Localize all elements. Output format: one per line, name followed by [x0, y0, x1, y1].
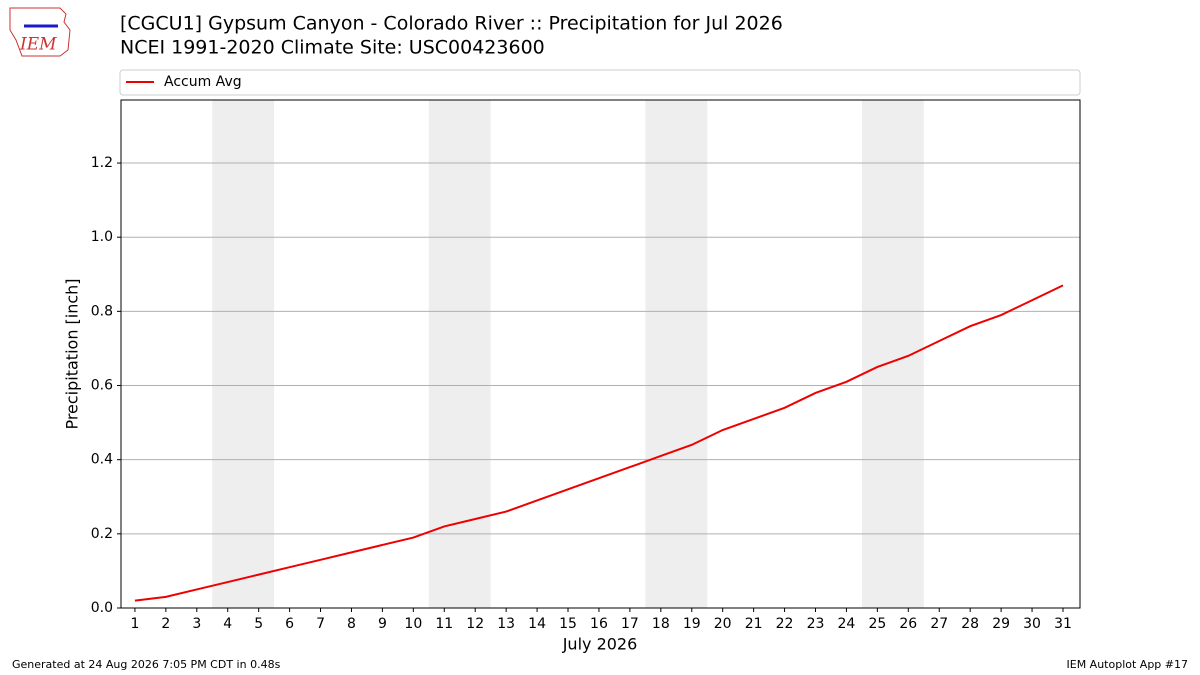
chart-title: [CGCU1] Gypsum Canyon - Colorado River :…	[120, 13, 783, 35]
x-tick-label: 5	[254, 616, 263, 632]
x-tick-label: 23	[807, 616, 825, 632]
data-line	[134, 284, 1064, 602]
footer-left: Generated at 24 Aug 2026 7:05 PM CDT in …	[12, 658, 281, 671]
x-tick-label: 13	[497, 616, 515, 632]
x-tick-label: 15	[559, 616, 577, 632]
x-tick-label: 3	[192, 616, 201, 632]
logo-text: IEM	[19, 35, 57, 55]
weekend-band	[428, 100, 491, 608]
x-tick-label: 29	[992, 616, 1010, 632]
footer-right: IEM Autoplot App #17	[1067, 658, 1189, 671]
x-tick-label: 6	[285, 616, 294, 632]
x-tick-label: 2	[161, 616, 170, 632]
x-tick-label: 14	[528, 616, 546, 632]
x-tick-label: 21	[745, 616, 763, 632]
legend-label: Accum Avg	[164, 74, 242, 90]
chart-subtitle: NCEI 1991-2020 Climate Site: USC00423600	[120, 37, 545, 59]
x-tick-label: 4	[223, 616, 232, 632]
y-tick-label: 1.0	[91, 229, 113, 245]
x-tick-label: 22	[776, 616, 794, 632]
x-tick-label: 10	[404, 616, 422, 632]
x-tick-label: 20	[714, 616, 732, 632]
y-tick-label: 0.6	[91, 378, 113, 394]
y-tick-label: 0.2	[91, 526, 113, 542]
x-tick-label: 18	[652, 616, 670, 632]
weekend-band	[861, 100, 924, 608]
x-tick-label: 7	[316, 616, 325, 632]
y-tick-label: 1.2	[91, 155, 113, 171]
y-tick-label: 0.0	[91, 600, 113, 616]
y-tick-label: 0.4	[91, 452, 113, 468]
x-tick-label: 17	[621, 616, 639, 632]
x-tick-label: 27	[930, 616, 948, 632]
x-axis-label: July 2026	[562, 635, 638, 654]
x-tick-label: 8	[347, 616, 356, 632]
x-tick-label: 30	[1023, 616, 1041, 632]
x-tick-label: 11	[435, 616, 453, 632]
x-tick-label: 24	[838, 616, 856, 632]
y-axis-label: Precipitation [inch]	[63, 278, 82, 429]
x-tick-label: 9	[378, 616, 387, 632]
plot-frame	[120, 99, 1081, 609]
x-tick-label: 12	[466, 616, 484, 632]
x-tick-label: 25	[868, 616, 886, 632]
y-tick-label: 0.8	[91, 303, 113, 319]
weekend-band	[645, 100, 708, 608]
x-tick-label: 19	[683, 616, 701, 632]
logo-outline	[9, 7, 71, 57]
x-tick-label: 16	[590, 616, 608, 632]
x-tick-label: 28	[961, 616, 979, 632]
weekend-band	[212, 100, 275, 608]
legend-box	[119, 69, 1081, 96]
logo: IEM	[9, 7, 71, 57]
x-tick-label: 26	[899, 616, 917, 632]
x-tick-label: 1	[130, 616, 139, 632]
x-tick-label: 31	[1054, 616, 1072, 632]
